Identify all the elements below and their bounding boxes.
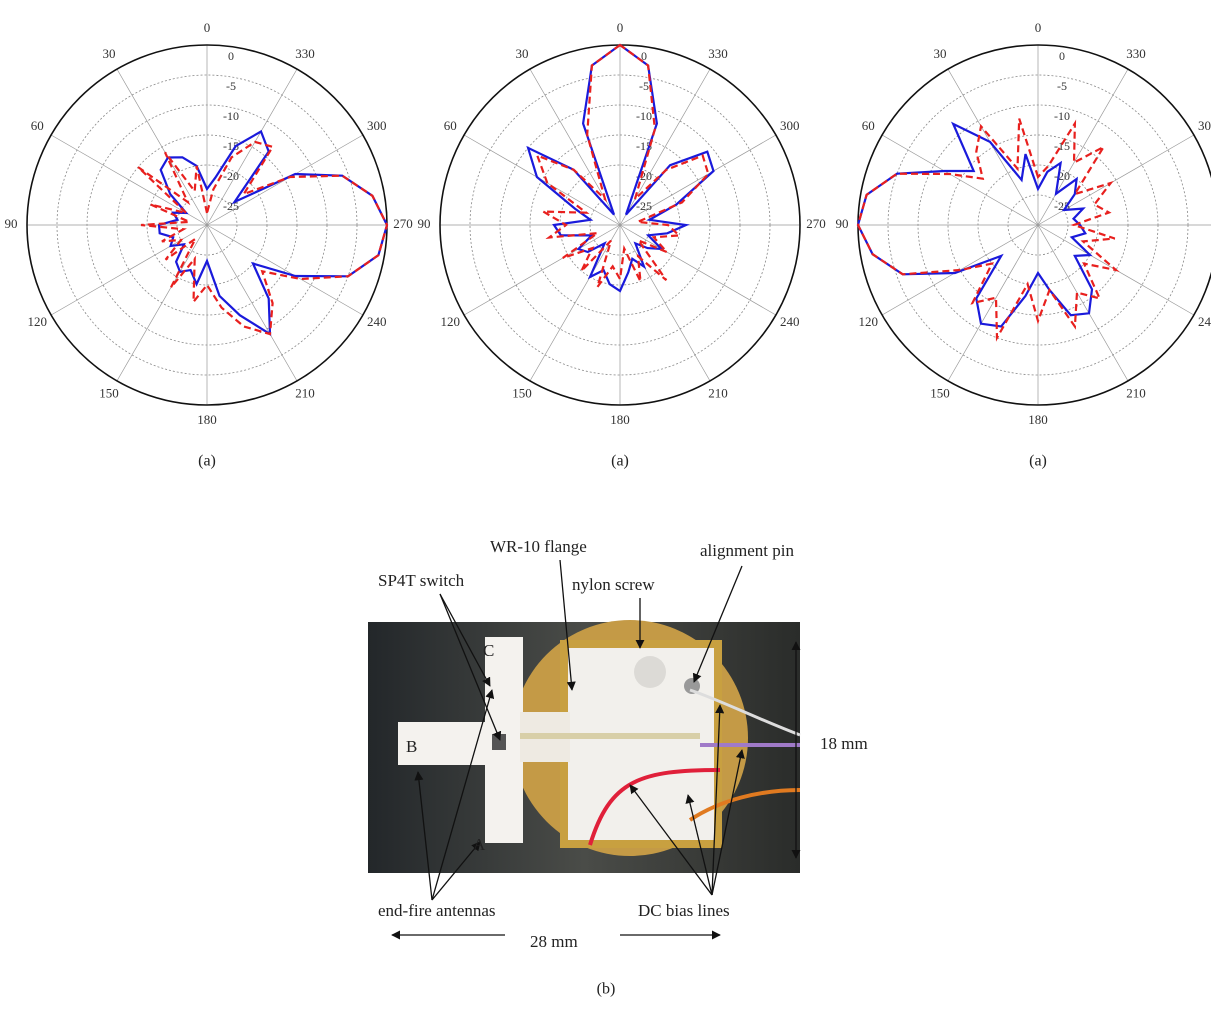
spoke [207,69,297,225]
caption: (a) [611,453,629,470]
angle-label: 300 [1198,118,1211,133]
label: end-fire antennas [378,901,496,920]
label: 28 mm [530,932,578,951]
angle-label: 270 [806,216,826,231]
angle-label: 90 [836,216,849,231]
label: C [483,641,494,660]
r-tick-label: -15 [1054,139,1070,153]
caption: (a) [198,453,216,470]
angle-label: 210 [708,386,728,401]
angle-label: 210 [1126,386,1146,401]
label: 18 mm [820,734,868,753]
angle-label: 90 [418,216,431,231]
r-tick-label: -5 [226,79,236,93]
figure: 03060901201501802102402703003300-5-10-15… [0,0,1211,1004]
r-tick-label: 0 [228,49,234,63]
angle-label: 0 [204,20,211,35]
r-tick-label: -5 [639,79,649,93]
screw [634,656,666,688]
angle-label: 150 [930,386,950,401]
angle-label: 180 [1028,412,1048,427]
line [520,733,700,739]
angle-label: 240 [1198,314,1211,329]
spoke [620,225,710,381]
angle-label: 120 [28,314,48,329]
label: WR-10 flange [490,537,587,556]
angle-label: 210 [295,386,315,401]
angle-label: 120 [441,314,461,329]
pattern-line [858,119,1116,338]
angle-label: 60 [444,118,457,133]
angle-label: 180 [610,412,630,427]
angle-label: 300 [367,118,387,133]
label: SP4T switch [378,571,465,590]
r-tick-label: -10 [636,109,652,123]
angle-label: 30 [516,46,529,61]
angle-label: 150 [99,386,119,401]
r-tick-label: -10 [223,109,239,123]
r-tick-label: -10 [1054,109,1070,123]
caption: (b) [597,981,616,998]
angle-label: 0 [1035,20,1042,35]
angle-label: 0 [617,20,624,35]
spoke [1038,69,1128,225]
page: {"chart_data": [ {"type": "polar", "capt… [0,0,1211,1004]
angle-label: 180 [197,412,217,427]
angle-label: 60 [862,118,875,133]
angle-label: 330 [708,46,728,61]
r-tick-label: -20 [223,169,239,183]
angle-label: 330 [1126,46,1146,61]
spoke [51,225,207,315]
angle-label: 30 [934,46,947,61]
label: A [473,835,486,854]
caption: (a) [1029,453,1047,470]
polar-chart: 03060901201501802102402703003300-5-10-15… [418,20,826,470]
angle-label: 330 [295,46,315,61]
photo: WR-10 flange SP4T switch nylon screw ali… [368,537,868,998]
angle-label: 240 [780,314,800,329]
angle-label: 300 [780,118,800,133]
spoke [464,225,620,315]
r-tick-label: 0 [1059,49,1065,63]
pattern-line [537,45,708,287]
r-tick-label: -5 [1057,79,1067,93]
polar-chart: 03060901201501802102402703003300-5-10-15… [836,20,1211,470]
angle-label: 120 [859,314,879,329]
angle-label: 30 [103,46,116,61]
angle-label: 90 [5,216,18,231]
spoke [207,225,363,315]
angle-label: 270 [393,216,413,231]
label: B [406,737,417,756]
label: alignment pin [700,541,794,560]
polar-charts: 03060901201501802102402703003300-5-10-15… [5,20,1211,470]
pattern-line [528,45,713,291]
angle-label: 60 [31,118,44,133]
polar-chart: 03060901201501802102402703003300-5-10-15… [5,20,413,470]
label: DC bias lines [638,901,730,920]
angle-label: 150 [512,386,532,401]
spoke [620,69,710,225]
angle-label: 240 [367,314,387,329]
label: nylon screw [572,575,655,594]
r-tick-label: -20 [1054,169,1070,183]
spoke [207,225,297,381]
spoke [620,225,776,315]
